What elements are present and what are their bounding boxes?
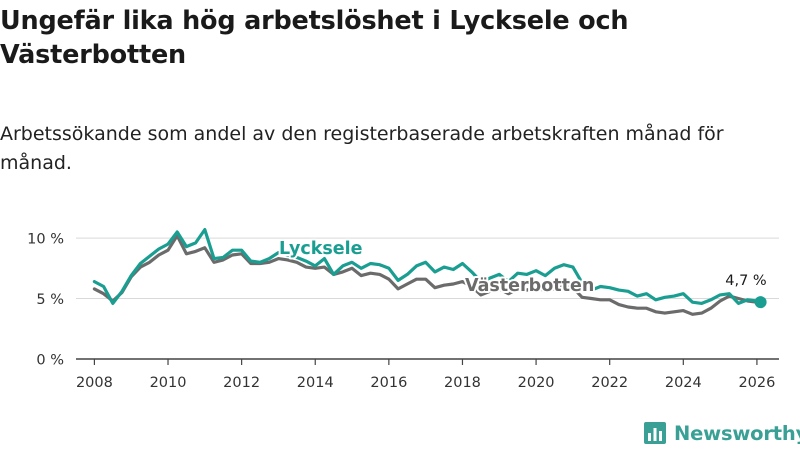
- y-tick-label: 10 %: [27, 232, 64, 248]
- series-line-vasterbotten: [92, 234, 763, 316]
- newsworthy-logo: Newsworthy: [643, 418, 800, 448]
- x-tick-label: 2010: [150, 375, 187, 391]
- newsworthy-logo-icon: [644, 422, 666, 444]
- x-tick-label: 2012: [223, 375, 260, 391]
- x-tick-label: 2014: [297, 375, 334, 391]
- x-tick-label: 2018: [444, 375, 481, 391]
- y-tick-label: 0 %: [36, 353, 64, 369]
- x-tick-label: 2026: [738, 375, 775, 391]
- series-labels: Lycksele Västerbotten 4,7 %: [277, 237, 769, 298]
- x-tick-label: 2022: [591, 375, 628, 391]
- x-axis: 2008 2010 2012 2014 2016 2018 2020 2022 2024 2026: [76, 359, 775, 391]
- end-point-marker: [754, 296, 767, 309]
- series-label-vasterbotten: Västerbotten: [465, 276, 594, 296]
- series-lines: [92, 228, 767, 316]
- x-tick-label: 2008: [76, 375, 113, 391]
- end-value-label: 4,7 %: [725, 273, 766, 289]
- series-line-lycksele: [92, 228, 763, 306]
- x-tick-label: 2024: [665, 375, 702, 391]
- x-tick-label: 2020: [518, 375, 555, 391]
- grid: 0 % 5 % 10 %: [27, 232, 779, 369]
- chart-subtitle: Arbetssökande som andel av den registerb…: [0, 123, 724, 174]
- line-chart: 0 %5 %10 % 2008 2010 2012 2014 2016 2018 2020 2…: [27, 228, 779, 391]
- y-tick-label: 5 %: [36, 292, 64, 308]
- brand-name: Newsworthy: [674, 421, 800, 445]
- x-tick-label: 2016: [370, 375, 407, 391]
- chart-title: Ungefär lika hög arbetslöshet i Lycksele…: [0, 6, 629, 70]
- series-label-lycksele: Lycksele: [279, 239, 363, 259]
